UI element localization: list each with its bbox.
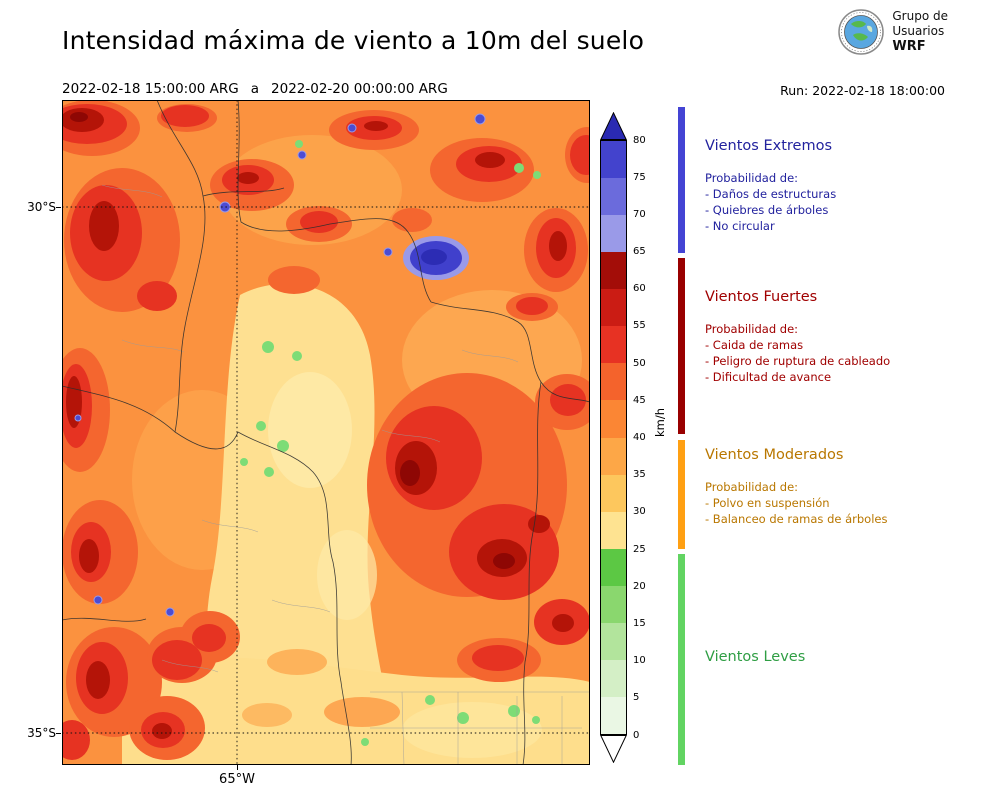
colorbar-arrow-bottom (600, 735, 627, 763)
colorbar-segment (601, 622, 626, 660)
legend-title-leves: Vientos Leves (705, 649, 806, 665)
colorbar-tick-label: 15 (633, 617, 646, 629)
colorbar-tick-label: 70 (633, 208, 646, 220)
colorbar-tick-label: 80 (633, 134, 646, 146)
legend-bar-leves (678, 554, 685, 765)
lat-tick-30S (56, 207, 61, 208)
colorbar-segment (601, 548, 626, 586)
legend-title-moderados: Vientos Moderados (705, 447, 844, 463)
colorbar-tick-label: 0 (633, 729, 640, 741)
legend-title-fuertes: Vientos Fuertes (705, 289, 818, 305)
colorbar-segment (601, 178, 626, 216)
colorbar-tick-label: 60 (633, 283, 646, 295)
legend-bar-fuertes (678, 258, 685, 434)
colorbar-tick-label: 45 (633, 394, 646, 406)
legend-subtitle-fuertes: Probabilidad de: (705, 322, 799, 336)
colorbar-segment (601, 696, 626, 734)
lat-label-30S: 30°S (27, 200, 56, 214)
legend-item: - Dificultad de avance (705, 370, 832, 384)
period-start: 2022-02-18 15:00:00 ARG (62, 81, 239, 97)
colorbar-arrow-top (600, 112, 627, 140)
lon-tick-65W (237, 765, 238, 770)
colorbar-tick-label: 75 (633, 171, 646, 183)
legend-item: - Quiebres de árboles (705, 203, 829, 217)
colorbar-tick-label: 55 (633, 320, 646, 332)
map-green-spots (240, 140, 541, 746)
colorbar-unit-label: km/h (653, 408, 667, 438)
legend-block-leves: Vientos Leves (705, 649, 990, 665)
logo-line-1: Grupo de (892, 8, 948, 23)
page-title: Intensidad máxima de viento a 10m del su… (62, 26, 645, 55)
map-extreme-wind-blue-blob (403, 236, 469, 280)
colorbar-tick-label: 35 (633, 469, 646, 481)
colorbar-segment (601, 141, 626, 179)
wrf-logo-text: Grupo de Usuarios WRF (892, 9, 948, 55)
legend-block-extremos: Vientos Extremos Probabilidad de: - Daño… (705, 138, 990, 234)
map-department-borders (101, 184, 590, 765)
legend-item: - No circular (705, 219, 775, 233)
colorbar-segment (601, 659, 626, 697)
lat-tick-35S (56, 733, 61, 734)
legend-item: - Daños de estructuras (705, 187, 837, 201)
legend-subtitle-moderados: Probabilidad de: (705, 480, 799, 494)
run-timestamp: Run: 2022-02-18 18:00:00 (780, 83, 945, 98)
legend-item: - Caida de ramas (705, 338, 804, 352)
map-blue-specks (74, 113, 486, 617)
colorbar-segment (601, 289, 626, 327)
map-border (62, 100, 590, 765)
logo-line-3: WRF (892, 38, 926, 54)
valid-period: 2022-02-18 15:00:00 ARG a 2022-02-20 00:00… (62, 81, 448, 97)
map-graticule-lines (62, 100, 590, 765)
legend-bar-moderados (678, 440, 685, 549)
colorbar-segment (601, 326, 626, 364)
colorbar-segment (601, 585, 626, 623)
legend-item: - Peligro de ruptura de cableado (705, 354, 891, 368)
colorbar-tick-label: 25 (633, 543, 646, 555)
legend-item: - Balanceo de ramas de árboles (705, 512, 888, 526)
logo-line-2: Usuarios (892, 23, 945, 38)
wind-map-svg (62, 100, 590, 765)
colorbar-segments (600, 140, 627, 735)
colorbar-segment (601, 363, 626, 401)
period-separator: a (250, 81, 260, 97)
colorbar-segment (601, 437, 626, 475)
colorbar-tick-label: 50 (633, 357, 646, 369)
wrf-logo: Grupo de Usuarios WRF (837, 8, 948, 56)
legend-title-extremos: Vientos Extremos (705, 138, 833, 154)
colorbar-segment (601, 474, 626, 512)
map-province-borders (62, 100, 590, 765)
colorbar-tick-label: 65 (633, 246, 646, 258)
colorbar-tick-label: 10 (633, 655, 646, 667)
legend-block-fuertes: Vientos Fuertes Probabilidad de: - Caida… (705, 289, 990, 385)
period-end: 2022-02-20 00:00:00 ARG (271, 81, 448, 97)
colorbar (600, 112, 627, 763)
legend-item: - Polvo en suspensión (705, 496, 830, 510)
colorbar-tick-label: 5 (633, 692, 640, 704)
colorbar-segment (601, 511, 626, 549)
colorbar-ticks: 0 5 10 15 20 25 30 35 40 45 50 55 60 65 70 75 80 (633, 135, 663, 741)
lat-label-35S: 35°S (27, 726, 56, 740)
map-darkest-red-cores (70, 112, 515, 569)
wind-map (62, 100, 590, 765)
colorbar-tick-label: 30 (633, 506, 646, 518)
wrf-logo-globe-icon (838, 9, 885, 55)
legend-subtitle-extremos: Probabilidad de: (705, 171, 799, 185)
colorbar-tick-label: 20 (633, 580, 646, 592)
lon-label-65W: 65°W (219, 772, 255, 787)
colorbar-segment (601, 252, 626, 290)
colorbar-segment (601, 400, 626, 438)
colorbar-tick-label: 40 (633, 432, 646, 443)
legend-block-moderados: Vientos Moderados Probabilidad de: - Pol… (705, 447, 990, 527)
colorbar-segment (601, 215, 626, 253)
map-pale-yellow-zones (122, 283, 590, 765)
legend-bar-extremos (678, 107, 685, 253)
